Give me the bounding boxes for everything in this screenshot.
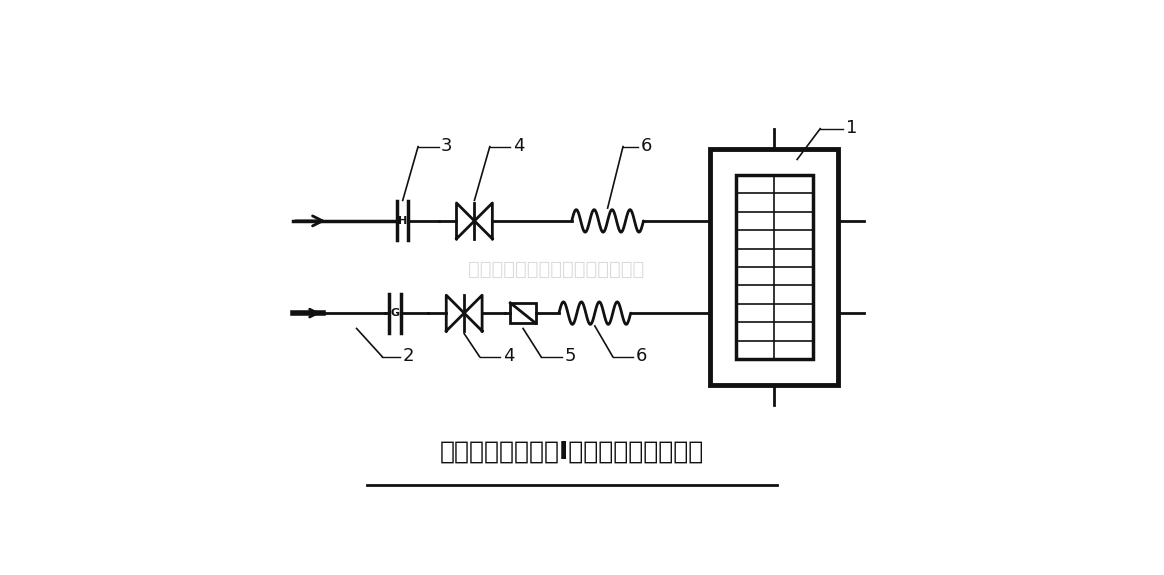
Text: 1: 1 bbox=[846, 118, 857, 137]
Text: 4: 4 bbox=[513, 137, 524, 155]
Bar bbox=[736, 175, 812, 359]
Bar bbox=[510, 303, 535, 323]
Text: 3: 3 bbox=[441, 137, 453, 155]
Text: H: H bbox=[398, 216, 407, 226]
Text: 配管及附件示意图I（不带电动调节阀）: 配管及附件示意图I（不带电动调节阀） bbox=[440, 439, 704, 463]
Text: 2: 2 bbox=[403, 347, 414, 365]
Text: 4: 4 bbox=[503, 347, 514, 365]
Text: 德州艾尔博通风空调销售有限公司: 德州艾尔博通风空调销售有限公司 bbox=[468, 260, 645, 279]
Text: 6: 6 bbox=[641, 137, 652, 155]
Bar bbox=[710, 149, 838, 385]
Text: 5: 5 bbox=[565, 347, 575, 365]
Text: G: G bbox=[390, 308, 399, 318]
Text: 6: 6 bbox=[636, 347, 647, 365]
